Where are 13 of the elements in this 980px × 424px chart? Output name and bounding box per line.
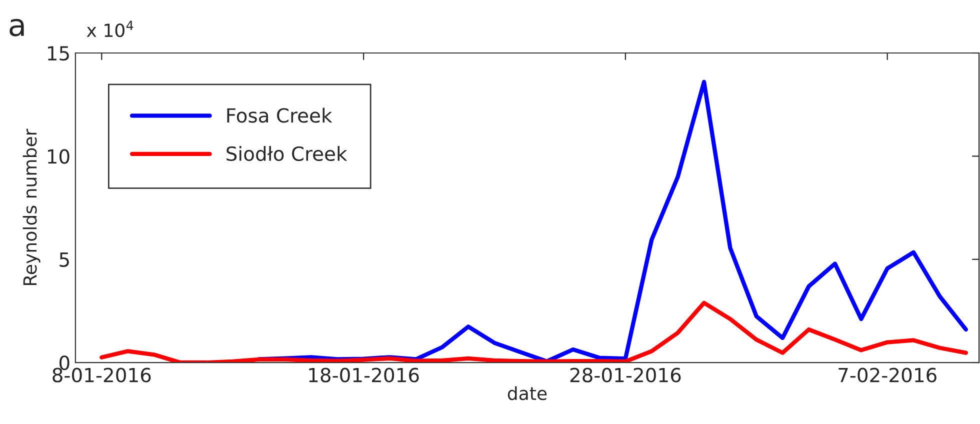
line-series [100, 300, 968, 363]
x-tick-label: 7-02-2016 [838, 368, 936, 382]
x-tick-label: 18-01-2016 [309, 368, 419, 382]
legend-label: Siodło Creek [226, 146, 348, 162]
y-tick-label: 10 [48, 149, 70, 164]
text: a [10, 18, 24, 36]
y-tick-label: 15 [48, 46, 69, 61]
x-axis-title: date [508, 386, 547, 400]
text: x 10$^{4}$ [86, 20, 134, 38]
x-tick-label: 28-01-2016 [570, 368, 681, 382]
y-axis-title: Reynolds number [22, 128, 40, 286]
legend-label: Fosa Creek [227, 108, 332, 123]
y-tick-label: 5 [60, 252, 69, 268]
